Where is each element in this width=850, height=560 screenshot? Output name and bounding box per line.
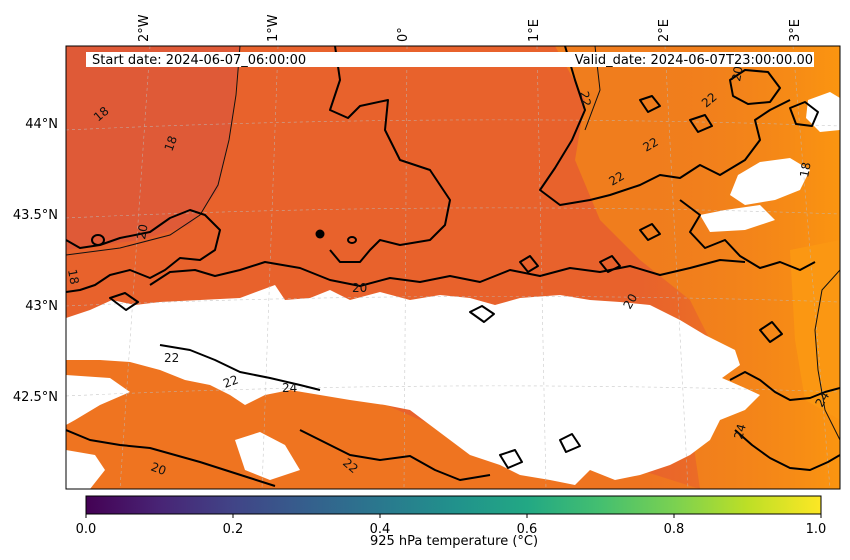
contour-20-south (66, 429, 276, 487)
temperature-contours (66, 46, 840, 487)
cool-region-west (66, 46, 240, 250)
contour-label: 18 (65, 268, 81, 285)
colorbar-tick-label: 1.0 (806, 522, 827, 537)
map-panel: 18 18 18 18 20 20 20 20 20 22 22 22 22 2… (65, 46, 840, 489)
contour-label: 20 (149, 460, 168, 478)
lon-label: 1°E (527, 19, 542, 42)
colorbar-tick-labels: 0.0 0.2 0.4 0.6 0.8 1.0 (76, 522, 827, 537)
contour-label: 22 (164, 351, 179, 365)
lon-label: 0° (396, 27, 411, 42)
no-data-patch-ne2 (700, 205, 775, 232)
colorbar-tick-label: 0.0 (76, 522, 97, 537)
colorbar-gradient (85, 495, 822, 515)
location-marker (315, 229, 325, 239)
lat-label: 43.5°N (13, 208, 58, 223)
contour-label: 20 (729, 65, 745, 82)
contour-label: 18 (797, 161, 813, 178)
contour-20-west (66, 209, 221, 293)
contour-24-southeast (729, 371, 840, 401)
colorbar: 0.0 0.2 0.4 0.6 0.8 1.0 925 hPa temperat… (76, 495, 827, 549)
longitude-labels: 2°W 1°W 0° 1°E 2°E 3°E (137, 14, 803, 42)
contour-label: 22 (607, 169, 627, 189)
contour-22-band (159, 344, 321, 391)
contour-22-northeast (539, 46, 791, 206)
contour-label: 24 (282, 381, 297, 395)
start-date-label: Start date: 2024-06-07_06:00:00 (92, 53, 306, 68)
colorbar-tick-label: 0.2 (223, 522, 244, 537)
no-data-area-main (66, 285, 760, 485)
contour-label: 20 (352, 281, 367, 295)
colorbar-tick-label: 0.4 (370, 522, 391, 537)
no-data-area-sw (66, 450, 105, 489)
lat-label: 44°N (25, 117, 58, 132)
contour-label: 24 (731, 422, 748, 440)
lat-label: 42.5°N (13, 390, 58, 405)
contour-24-se-inner (734, 429, 840, 471)
lat-label: 43°N (25, 299, 58, 314)
valid-date-label: Valid_date: 2024-06-07T23:00:00.00 (575, 53, 813, 68)
contour-label: 18 (162, 134, 180, 153)
contour-label: 22 (577, 90, 593, 107)
latitude-labels: 44°N 43.5°N 43°N 42.5°N (13, 117, 58, 405)
contour-label: 22 (221, 372, 240, 390)
lon-label: 3°E (788, 19, 803, 42)
colorbar-tick-label: 0.6 (517, 522, 538, 537)
lon-label: 2°W (137, 14, 152, 42)
colorbar-tick-label: 0.8 (664, 522, 685, 537)
contour-22-east (679, 199, 816, 271)
contour-label: 22 (641, 135, 661, 155)
colorbar-label: 925 hPa temperature (°C) (370, 534, 538, 549)
contour-label: 20 (620, 291, 640, 311)
contour-20-ne-loop (729, 69, 781, 105)
contour-label: 20 (134, 223, 150, 240)
map-frame (65, 45, 841, 490)
contour-island-1 (789, 101, 819, 127)
contour-20-north (329, 46, 451, 263)
colorbar-ticks (85, 514, 822, 518)
contour-label: 24 (812, 389, 832, 409)
no-data-patch-south (235, 432, 300, 480)
lon-label: 2°E (657, 19, 672, 42)
contour-labels: 18 18 18 18 20 20 20 20 20 22 22 22 22 2… (65, 65, 832, 478)
graticule (66, 46, 840, 489)
contour-20-band (149, 259, 746, 287)
no-data-area-west (66, 375, 130, 425)
header-band (86, 52, 814, 67)
lon-label: 1°W (266, 14, 281, 42)
no-data-patch-ne (730, 158, 810, 205)
contour-22-southcoast (299, 429, 491, 481)
